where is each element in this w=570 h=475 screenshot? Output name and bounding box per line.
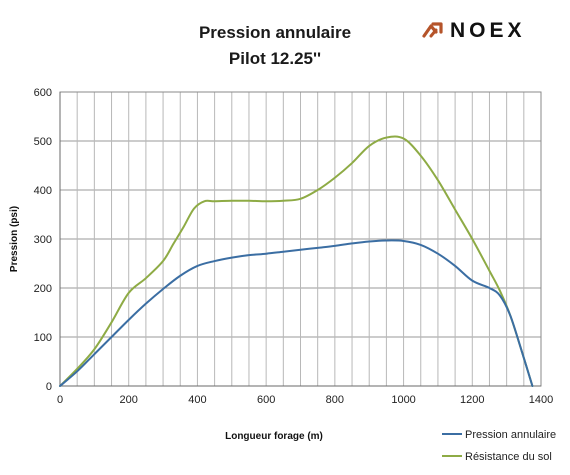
x-tick-label: 1000: [391, 394, 415, 406]
tick-labels: 0 100 200 300 400 500 600 0 200 400 600 800 1000 1200…: [34, 87, 554, 406]
noex-mark-icon: [422, 22, 443, 38]
x-axis-label: Longueur forage (m): [225, 431, 323, 442]
y-tick-label: 500: [34, 136, 52, 148]
noex-logo: NOEX: [422, 19, 526, 42]
x-tick-label: 1400: [529, 394, 553, 406]
x-tick-label: 600: [257, 394, 275, 406]
series-line-pression-annulaire: [59, 239, 534, 387]
y-tick-label: 0: [46, 381, 52, 393]
x-tick-label: 200: [120, 394, 138, 406]
logo-text: NOEX: [450, 19, 526, 42]
chart-subtitle: Pilot 12.25'': [229, 49, 321, 68]
x-tick-label: 400: [188, 394, 206, 406]
y-tick-label: 300: [34, 234, 52, 246]
x-tick-label: 1200: [460, 394, 484, 406]
y-axis-label: Pression (psi): [9, 206, 20, 272]
legend: Pression annulaire Résistance du sol: [442, 429, 556, 463]
y-tick-label: 400: [34, 185, 52, 197]
y-tick-label: 200: [34, 283, 52, 295]
grid: [60, 91, 541, 387]
series-lines: [59, 135, 534, 387]
axes: [59, 91, 542, 387]
x-tick-label: 800: [326, 394, 344, 406]
legend-label-resistance: Résistance du sol: [465, 451, 552, 463]
series-line-resistance-du-sol: [59, 135, 534, 387]
x-tick-label: 0: [57, 394, 63, 406]
legend-label-pression: Pression annulaire: [465, 429, 556, 441]
chart-title: Pression annulaire: [199, 23, 351, 42]
y-tick-label: 600: [34, 87, 52, 99]
y-tick-label: 100: [34, 332, 52, 344]
